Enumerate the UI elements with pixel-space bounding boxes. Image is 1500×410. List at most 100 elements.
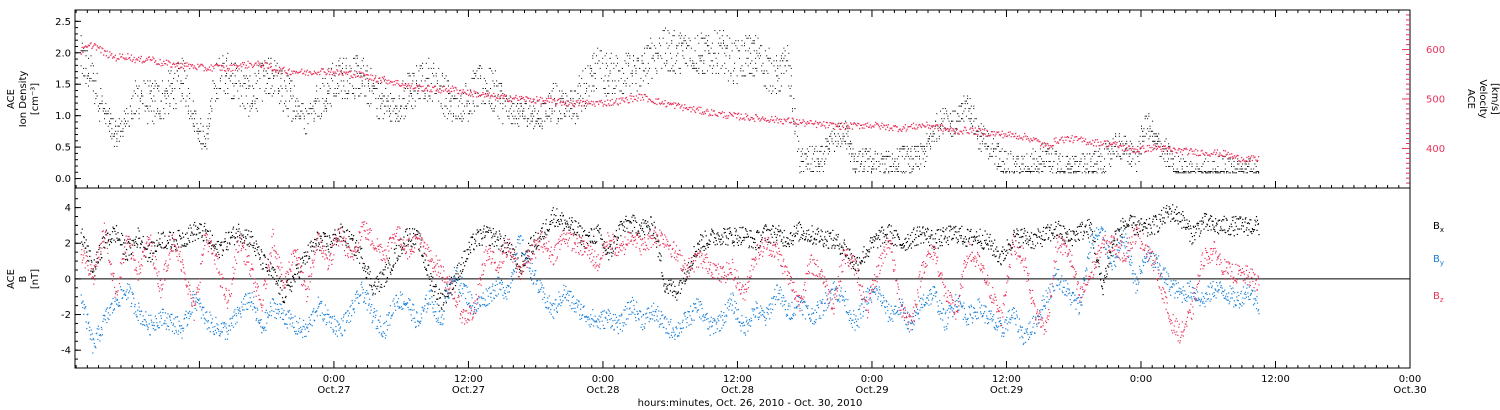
velocity-point (285, 72, 287, 74)
density-point (207, 138, 209, 140)
velocity-point (325, 74, 327, 76)
velocity-point (1149, 146, 1151, 149)
b-bx-point (170, 246, 172, 248)
velocity-point (273, 68, 275, 71)
density-point (168, 80, 170, 82)
velocity-point (730, 114, 732, 116)
b-bx-point (88, 250, 90, 252)
density-point (175, 103, 177, 105)
density-point (1153, 148, 1155, 150)
density-point (354, 57, 356, 59)
velocity-point (287, 69, 289, 71)
density-point (233, 95, 235, 97)
density-point (441, 72, 443, 74)
density-point (792, 108, 793, 110)
density-point (1247, 172, 1248, 174)
density-point (619, 90, 621, 92)
density-point (1083, 153, 1084, 155)
density-point (1191, 171, 1193, 172)
density-point (512, 123, 514, 125)
density-point (372, 93, 374, 94)
velocity-point (1191, 150, 1193, 152)
density-point (105, 123, 107, 125)
velocity-point (81, 46, 83, 49)
b-bx-point (192, 234, 194, 236)
density-point (968, 118, 970, 120)
velocity-point (803, 120, 805, 123)
density-point (1015, 161, 1017, 162)
velocity-point (660, 102, 663, 104)
velocity-point (1072, 141, 1074, 144)
density-point (891, 171, 893, 172)
density-point (1239, 168, 1241, 170)
velocity-point (633, 95, 635, 98)
density-point (296, 98, 298, 100)
density-point (850, 148, 851, 150)
b-bx-point (314, 238, 316, 241)
density-point (649, 67, 650, 69)
velocity-point (655, 98, 657, 100)
velocity-point (1211, 153, 1213, 155)
density-point (1092, 171, 1094, 172)
velocity-point (866, 125, 868, 127)
density-point (926, 133, 928, 135)
velocity-point (1066, 136, 1068, 138)
density-point (1202, 163, 1204, 165)
density-point (1090, 158, 1092, 160)
density-point (783, 47, 785, 49)
density-point (427, 100, 429, 102)
density-point (1113, 153, 1115, 155)
density-point (416, 65, 417, 67)
velocity-point (493, 92, 495, 95)
velocity-point (433, 85, 436, 88)
density-point (780, 57, 782, 59)
velocity-point (563, 101, 565, 104)
density-point (1213, 161, 1215, 162)
velocity-point (142, 60, 144, 62)
density-point (133, 113, 135, 115)
density-point (238, 80, 240, 82)
density-point (338, 93, 340, 94)
velocity-point (1057, 141, 1059, 143)
density-point (1126, 148, 1128, 150)
velocity-point (137, 59, 139, 61)
density-point (986, 145, 988, 147)
density-point (851, 143, 853, 145)
density-point (453, 113, 454, 115)
density-point (256, 98, 258, 100)
b-bx-point (388, 262, 390, 264)
velocity-point (99, 46, 101, 48)
b-bx-point (182, 232, 184, 234)
density-point (837, 140, 839, 142)
velocity-point (941, 124, 943, 126)
density-point (565, 103, 567, 105)
density-point (544, 103, 546, 105)
velocity-point (958, 133, 960, 135)
density-point (980, 150, 982, 152)
velocity-point (86, 46, 89, 48)
density-point (522, 113, 523, 115)
density-point (501, 85, 503, 87)
density-point (798, 140, 800, 142)
density-point (1228, 172, 1230, 174)
density-point (338, 85, 340, 87)
density-point (491, 108, 493, 110)
density-point (361, 60, 363, 62)
density-point (1249, 158, 1251, 160)
b-bx-point (241, 238, 243, 240)
density-point (868, 150, 870, 152)
density-point (1134, 153, 1136, 155)
density-point (931, 140, 933, 142)
density-point (970, 118, 972, 120)
density-point (1248, 166, 1250, 167)
density-point (1256, 171, 1258, 172)
density-point (265, 93, 267, 94)
density-point (116, 133, 118, 135)
b-bx-point (225, 248, 228, 251)
density-point (462, 110, 464, 112)
velocity-point (269, 66, 272, 68)
velocity-point (981, 128, 984, 130)
velocity-point (945, 128, 948, 130)
density-point (819, 163, 821, 165)
b-bx-point (94, 275, 96, 277)
